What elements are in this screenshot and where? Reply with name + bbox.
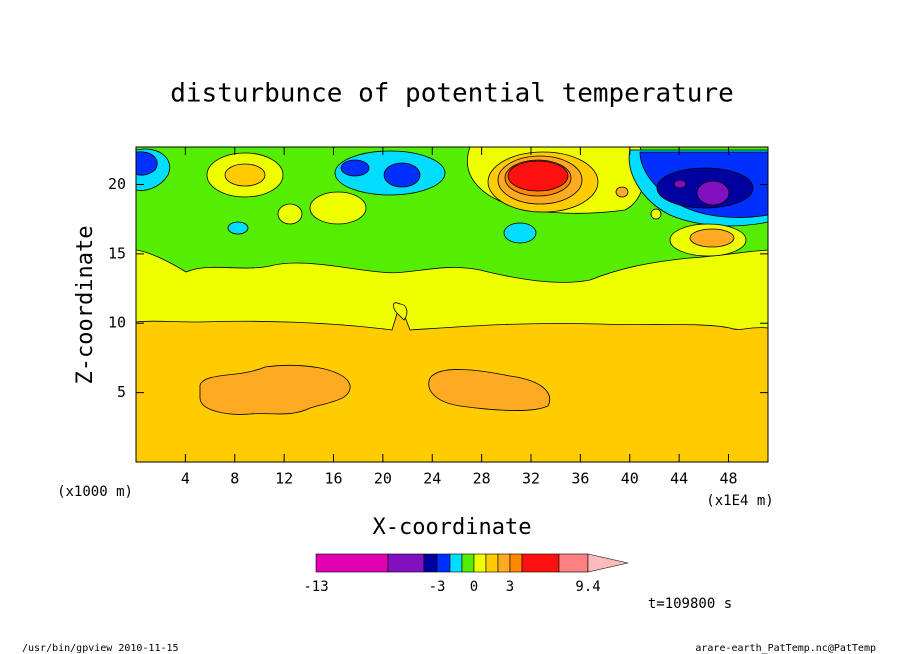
fill-layer	[392, 302, 408, 321]
y-tick-label: 15	[108, 244, 126, 262]
fill-layer	[309, 191, 367, 225]
colorbar-segment	[497, 553, 511, 573]
y-tick-label: 10	[108, 314, 126, 332]
x-tick-label: 16	[324, 470, 342, 488]
x-tick-label: 40	[621, 470, 639, 488]
footer: arare-earth_PatTemp.nc@PatTemp	[695, 643, 876, 654]
fill-layer	[199, 364, 351, 415]
colorbar-tick-label: 9.4	[575, 579, 600, 595]
colorbar-segment	[461, 553, 475, 573]
fill-layer	[136, 151, 158, 176]
fill-layer	[277, 203, 303, 225]
fill-layer	[689, 228, 735, 248]
x-axis-label: X-coordinate	[373, 515, 532, 540]
colorbar-tick-label: -13	[303, 579, 328, 595]
colorbar-segment	[558, 553, 589, 573]
colorbar-segment	[387, 553, 425, 573]
y-tick-label: 20	[108, 175, 126, 193]
fill-layer	[383, 162, 421, 188]
colorbar-segment	[485, 553, 499, 573]
colorbar-tick-label: 0	[470, 579, 478, 595]
x-tick-label: 44	[670, 470, 688, 488]
x-tick-label: 24	[423, 470, 441, 488]
y-tick-label: 5	[117, 383, 126, 401]
annotation: t=109800 s	[648, 596, 732, 612]
y-axis-label: Z-coordinate	[73, 226, 98, 385]
fill-layer	[428, 369, 550, 412]
colorbar-tick-label: -3	[429, 579, 446, 595]
fill-layer	[673, 179, 687, 189]
fill-layer	[340, 159, 370, 177]
chart-title: disturbunce of potential temperature	[170, 79, 734, 109]
x-tick-label: 32	[522, 470, 540, 488]
colorbar-segment	[587, 553, 629, 573]
x-tick-label: 28	[473, 470, 491, 488]
colorbar-segment	[521, 553, 560, 573]
fill-layer	[503, 222, 537, 244]
colorbar-segment	[436, 553, 451, 573]
x-tick-label: 20	[374, 470, 392, 488]
x-tick-label: 8	[230, 470, 239, 488]
plot-frame	[135, 146, 769, 463]
colorbar-segment	[423, 553, 438, 573]
colorbar-segment	[449, 553, 463, 573]
x-unit-label: (x1E4 m)	[706, 493, 773, 509]
colorbar-segment	[473, 553, 487, 573]
fill-layer	[615, 186, 629, 198]
colorbar-tick-label: 3	[506, 579, 514, 595]
colorbar-segment	[315, 553, 389, 573]
x-tick-label: 4	[181, 470, 190, 488]
x-tick-label: 12	[275, 470, 293, 488]
fill-layer	[696, 180, 730, 206]
fill-layer	[650, 208, 662, 220]
x-tick-label: 36	[571, 470, 589, 488]
colorbar-segment	[509, 553, 523, 573]
x-tick-label: 48	[719, 470, 737, 488]
fill-layer	[227, 221, 249, 235]
footer: /usr/bin/gpview 2010-11-15	[22, 643, 179, 654]
x-unit-label: (x1000 m)	[57, 484, 133, 500]
fill-layer	[224, 163, 266, 187]
contour-field	[136, 147, 768, 462]
fill-layer	[507, 160, 569, 192]
